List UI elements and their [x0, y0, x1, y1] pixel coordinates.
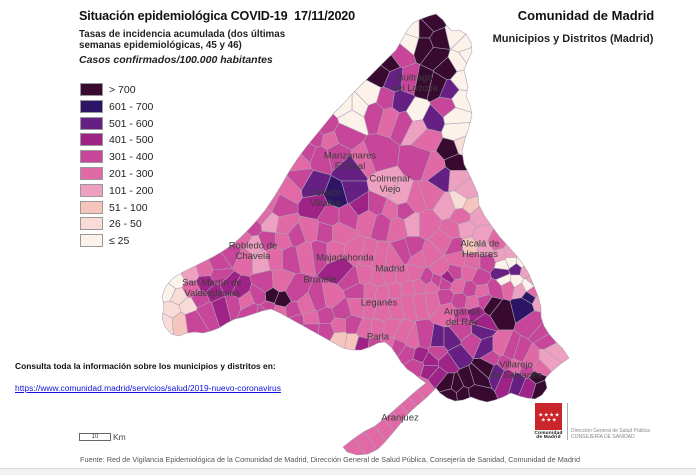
svg-text:Leganés: Leganés [361, 298, 398, 309]
svg-text:Brunete: Brunete [303, 275, 336, 286]
svg-text:Villarejo: Villarejo [499, 360, 533, 371]
svg-text:Colmenar: Colmenar [369, 174, 410, 185]
svg-text:Manzanares: Manzanares [324, 151, 377, 162]
svg-text:El Real: El Real [335, 161, 366, 172]
svg-text:Collado: Collado [309, 188, 341, 199]
svg-text:Henares: Henares [462, 249, 498, 260]
svg-text:Majadahonda: Majadahonda [316, 253, 374, 264]
svg-text:Chavela: Chavela [236, 251, 272, 262]
svg-text:Villalba: Villalba [310, 198, 341, 209]
svg-text:★: ★ [541, 416, 546, 423]
svg-text:★: ★ [549, 412, 554, 419]
svg-text:★: ★ [546, 416, 551, 423]
svg-text:Robledo de: Robledo de [229, 241, 278, 252]
svg-text:del Lozoya: del Lozoya [392, 83, 439, 94]
svg-text:Valdeiglesias: Valdeiglesias [184, 288, 240, 299]
svg-text:★: ★ [538, 412, 543, 419]
svg-text:Arganda: Arganda [444, 307, 481, 318]
svg-text:Aranjuez: Aranjuez [381, 413, 419, 424]
svg-text:★: ★ [555, 412, 560, 419]
svg-text:★: ★ [544, 412, 549, 419]
svg-text:de Salvanés: de Salvanés [490, 370, 543, 381]
svg-text:★: ★ [552, 416, 557, 423]
svg-text:Viejo: Viejo [380, 184, 401, 195]
svg-text:Buitrago: Buitrago [397, 73, 432, 84]
svg-text:del Rey: del Rey [446, 317, 478, 328]
svg-text:Parla: Parla [367, 332, 390, 343]
svg-text:San Martín de: San Martín de [182, 278, 242, 289]
svg-text:Alcalá de: Alcalá de [460, 239, 499, 250]
svg-text:Madrid: Madrid [375, 264, 404, 275]
